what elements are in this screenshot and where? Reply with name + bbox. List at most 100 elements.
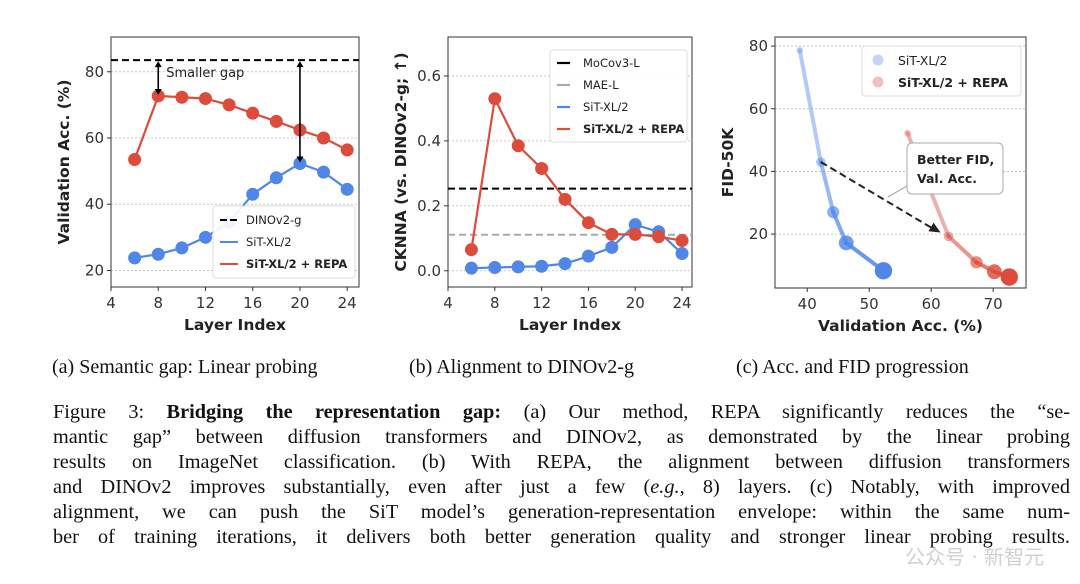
legend-box bbox=[549, 49, 688, 143]
data-point bbox=[198, 230, 212, 244]
x-tick-label: 60 bbox=[922, 295, 941, 313]
legend-marker bbox=[872, 76, 884, 88]
y-tick-label: 0.2 bbox=[417, 197, 441, 215]
data-point bbox=[464, 243, 478, 257]
data-point bbox=[558, 257, 572, 271]
series-segment-SiT-XL/2 + REPA bbox=[946, 234, 979, 265]
x-tick-label: 24 bbox=[673, 294, 692, 312]
caption-line-6: ber of training iterations, it delivers … bbox=[53, 526, 1070, 548]
data-point bbox=[874, 262, 893, 280]
data-point bbox=[970, 256, 983, 269]
series-segment-SiT-XL/2 bbox=[818, 160, 836, 215]
y-tick-label: 0.6 bbox=[417, 67, 441, 85]
data-point bbox=[464, 261, 478, 275]
data-point bbox=[198, 92, 212, 106]
y-tick-label: 60 bbox=[749, 100, 768, 118]
data-point bbox=[511, 260, 525, 274]
caption-title: Bridging the representation gap: bbox=[166, 401, 502, 423]
caption-text: , 8) layers. (c) Notably, with improved bbox=[679, 476, 1070, 498]
caption-line-4: and DINOv2 improves substantially, even … bbox=[53, 475, 1070, 499]
legend-label: DINOv2-g bbox=[246, 213, 301, 227]
subcaption-c: (c) Acc. and FID progression bbox=[736, 356, 969, 378]
legend-label: SiT-XL/2 + REPA bbox=[583, 122, 684, 136]
x-tick-label: 4 bbox=[106, 294, 116, 312]
caption-text: and DINOv2 improves substantially, even … bbox=[53, 476, 651, 498]
data-point bbox=[675, 234, 689, 248]
legend-label: SiT-XL/2 + REPA bbox=[246, 257, 347, 271]
data-point bbox=[317, 131, 331, 145]
data-point bbox=[340, 182, 354, 196]
data-point bbox=[151, 89, 165, 103]
x-tick-label: 24 bbox=[338, 294, 357, 312]
x-tick-label: 70 bbox=[984, 295, 1003, 313]
y-tick-label: 80 bbox=[85, 63, 104, 81]
caption-line-1: Figure 3: Bridging the representation ga… bbox=[53, 400, 1070, 424]
x-tick-label: 50 bbox=[860, 295, 879, 313]
data-point bbox=[128, 153, 142, 167]
legend-marker bbox=[872, 54, 884, 66]
data-point bbox=[1000, 268, 1018, 286]
watermark: 公众号 · 新智元 bbox=[905, 545, 1045, 569]
caption-label: Figure 3: bbox=[53, 401, 145, 423]
chart-1: 0.0 0.2 0.4 0.6 4 8 12 16 20 24 Layer Index CKNNA (… bbox=[392, 36, 693, 334]
legend-label: MoCov3-L bbox=[583, 56, 640, 70]
data-point bbox=[293, 156, 307, 170]
y-tick-label: 20 bbox=[749, 225, 768, 243]
annotation-arrow bbox=[820, 161, 935, 231]
caption-text: (a) Our method, REPA significantly reduc… bbox=[523, 401, 1070, 423]
data-point bbox=[675, 247, 689, 261]
y-tick-label: 0.0 bbox=[417, 262, 441, 280]
x-axis-label: Validation Acc. (%) bbox=[818, 317, 983, 335]
data-point bbox=[535, 161, 549, 175]
data-point bbox=[340, 143, 354, 157]
series-line-SiT-XL/2 bbox=[471, 223, 683, 270]
legend-box bbox=[861, 45, 1022, 97]
x-axis-label: Layer Index bbox=[519, 316, 621, 334]
data-point bbox=[128, 251, 142, 265]
data-point bbox=[488, 261, 502, 275]
legend-label: SiT-XL/2 + REPA bbox=[898, 75, 1008, 90]
data-point bbox=[558, 192, 572, 206]
data-point bbox=[269, 114, 283, 128]
data-point bbox=[628, 218, 642, 232]
data-point bbox=[317, 165, 331, 179]
data-point bbox=[605, 227, 619, 241]
plot-frame bbox=[447, 36, 693, 288]
legend-label: SiT-XL/2 bbox=[898, 53, 947, 68]
plot-frame bbox=[774, 36, 1027, 289]
legend-label: SiT-XL/2 bbox=[246, 235, 292, 249]
y-tick-label: 0.4 bbox=[417, 132, 441, 150]
x-tick-label: 40 bbox=[798, 295, 817, 313]
series-line-SiT-XL/2 + REPA bbox=[470, 95, 683, 250]
x-tick-label: 8 bbox=[490, 294, 500, 312]
subcaption-a: (a) Semantic gap: Linear probing bbox=[52, 356, 318, 378]
y-tick-label: 20 bbox=[85, 261, 104, 279]
data-point bbox=[605, 240, 619, 254]
x-axis-label: Layer Index bbox=[184, 316, 286, 334]
data-point bbox=[175, 90, 189, 104]
y-tick-label: 40 bbox=[749, 162, 768, 180]
y-axis-label: CKNNA (vs. DINOv2-g; ↑) bbox=[392, 52, 410, 271]
x-tick-label: 16 bbox=[243, 294, 262, 312]
data-point bbox=[581, 216, 595, 230]
data-point bbox=[535, 259, 549, 273]
legend-label: MAE-L bbox=[583, 78, 619, 92]
x-tick-label: 12 bbox=[196, 294, 215, 312]
arrowhead-icon bbox=[928, 222, 941, 233]
caption-line-3: results on ImageNet classification. (b) … bbox=[53, 451, 1070, 473]
data-point bbox=[796, 46, 804, 54]
x-tick-label: 20 bbox=[290, 294, 309, 312]
legend-label: SiT-XL/2 bbox=[583, 100, 629, 114]
y-axis-label: FID-50K bbox=[719, 127, 737, 198]
data-point bbox=[246, 187, 260, 201]
legend-box bbox=[212, 205, 356, 279]
annotation-smaller-gap: Smaller gap bbox=[166, 66, 244, 81]
data-point bbox=[827, 206, 840, 219]
y-tick-label: 60 bbox=[85, 129, 104, 147]
annotation-box bbox=[906, 142, 1004, 195]
data-point bbox=[652, 230, 666, 244]
subcaption-b: (b) Alignment to DINOv2-g bbox=[409, 356, 634, 378]
x-tick-label: 8 bbox=[153, 294, 163, 312]
data-point bbox=[175, 241, 189, 255]
